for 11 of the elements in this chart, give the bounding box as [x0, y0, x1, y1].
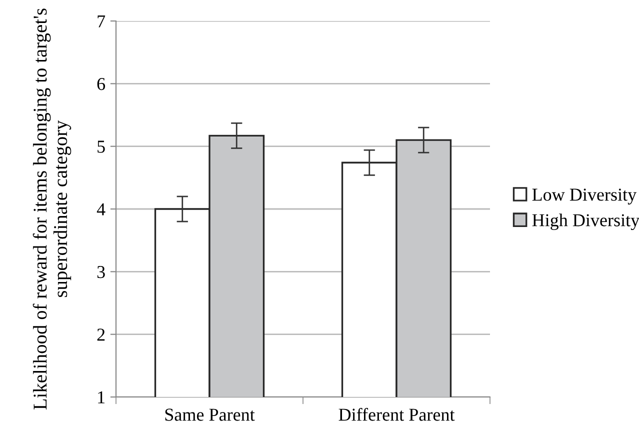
y-tick-label: 2	[97, 328, 105, 341]
legend-label: Low Diversity	[532, 188, 637, 204]
y-tick-label: 3	[97, 266, 105, 278]
x-tick-label: Different Parent	[338, 408, 455, 421]
y-tick-label: 7	[98, 15, 106, 28]
y-tick-label: 6	[97, 78, 106, 90]
x-tick-label: Same Parent	[165, 408, 255, 421]
y-tick-label: 5	[98, 140, 105, 153]
y-tick-label: 1	[98, 391, 104, 404]
y-axis-title: Likelihood of reward for items belonging to target's superordinate category	[32, 8, 72, 410]
y-tick-label: 4	[96, 203, 106, 216]
